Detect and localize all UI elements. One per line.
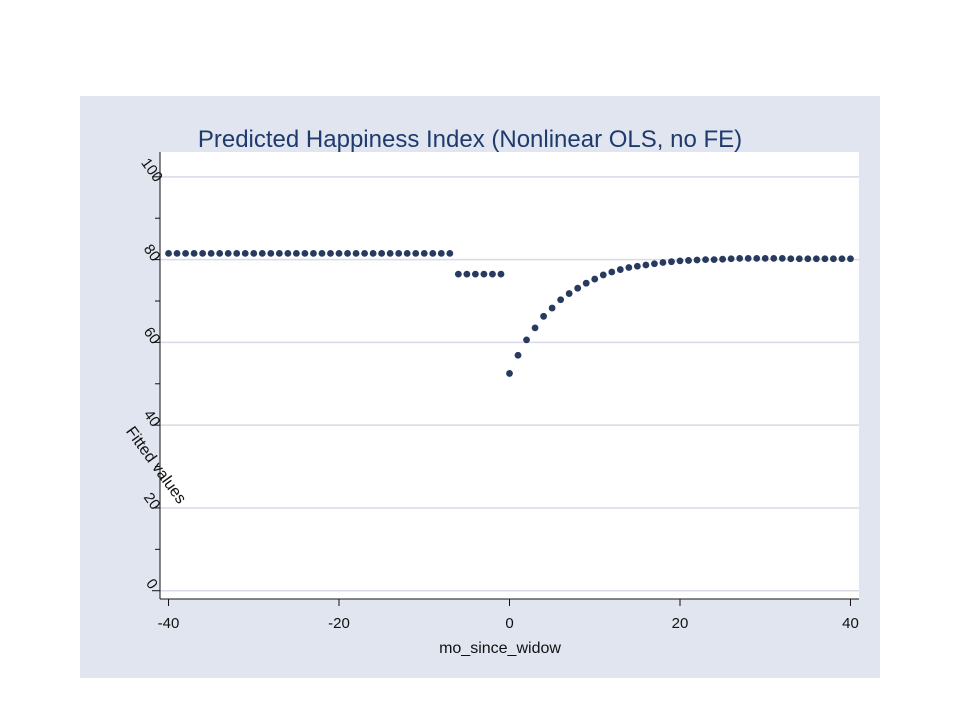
data-point	[838, 255, 846, 263]
data-point	[386, 250, 394, 257]
x-tick-label: 0	[505, 615, 513, 632]
data-point	[574, 284, 582, 292]
data-point	[420, 250, 428, 257]
data-point	[344, 250, 351, 257]
data-point	[744, 254, 752, 262]
data-point	[361, 250, 368, 257]
data-point	[378, 250, 386, 257]
data-point	[267, 250, 275, 257]
data-point	[812, 255, 820, 263]
data-point	[429, 250, 437, 257]
data-point	[599, 271, 607, 279]
data-point	[165, 250, 172, 257]
data-point	[506, 370, 513, 377]
x-axis: -40 -20 0 20 40	[158, 598, 859, 632]
data-point	[702, 256, 709, 264]
data-point	[472, 270, 479, 278]
data-point	[335, 250, 343, 257]
data-point	[830, 255, 837, 263]
data-point	[847, 255, 854, 263]
x-tick-label: 40	[842, 615, 859, 632]
data-point	[616, 266, 624, 273]
data-point	[531, 324, 539, 332]
data-point	[514, 351, 522, 359]
data-point	[804, 255, 812, 263]
data-point	[761, 254, 769, 262]
data-point	[736, 254, 744, 262]
data-point	[369, 250, 377, 257]
data-point	[480, 270, 488, 278]
data-point	[463, 270, 471, 278]
data-point	[292, 250, 300, 257]
data-point	[258, 250, 266, 257]
x-tick-label: -20	[328, 615, 350, 632]
data-point	[676, 257, 684, 265]
data-point	[719, 255, 727, 263]
data-point	[207, 250, 215, 257]
data-point	[582, 279, 590, 287]
data-points	[165, 250, 854, 377]
data-point	[540, 312, 547, 320]
data-point	[446, 250, 454, 257]
data-point	[224, 250, 232, 257]
data-point	[770, 254, 778, 262]
data-point	[642, 261, 650, 269]
y-tick-label: 40	[140, 407, 164, 430]
x-tick-label: -40	[158, 615, 180, 632]
data-point	[523, 336, 530, 344]
data-point	[327, 250, 334, 257]
data-point	[173, 250, 181, 257]
data-point	[412, 250, 420, 257]
data-point	[821, 255, 829, 263]
data-point	[633, 262, 641, 270]
data-point	[795, 255, 803, 263]
data-point	[437, 250, 445, 257]
data-point	[284, 250, 292, 257]
data-point	[659, 259, 667, 266]
data-point	[778, 254, 786, 262]
data-point	[710, 256, 718, 264]
data-point	[216, 250, 224, 257]
data-point	[727, 255, 735, 263]
data-point	[489, 270, 496, 278]
data-point	[233, 250, 241, 257]
data-point	[275, 250, 283, 257]
data-point	[608, 268, 616, 276]
data-point	[685, 257, 692, 264]
chart-title: Predicted Happiness Index (Nonlinear OLS…	[198, 126, 742, 153]
y-tick-label: 20	[140, 490, 164, 513]
data-point	[787, 255, 795, 263]
data-point	[403, 250, 411, 257]
data-point	[454, 270, 462, 278]
data-point	[668, 258, 675, 266]
x-axis-title: mo_since_widow	[439, 640, 561, 657]
data-point	[557, 296, 565, 304]
data-point	[241, 250, 249, 257]
data-point	[352, 250, 360, 257]
data-point	[310, 250, 317, 257]
data-point	[565, 290, 573, 297]
data-point	[190, 250, 198, 257]
y-tick-label: 60	[140, 324, 164, 347]
data-point	[497, 270, 505, 278]
data-point	[625, 264, 633, 271]
data-point	[591, 275, 599, 283]
data-point	[318, 250, 326, 257]
data-point	[548, 304, 556, 312]
data-point	[182, 250, 189, 257]
data-point	[250, 250, 258, 257]
data-point	[693, 256, 701, 264]
data-point	[395, 250, 403, 257]
data-point	[301, 250, 309, 257]
data-point	[753, 254, 761, 262]
data-point	[651, 260, 658, 268]
x-tick-label: 20	[672, 615, 689, 632]
y-tick-label: 80	[140, 241, 164, 264]
data-point	[199, 250, 207, 257]
